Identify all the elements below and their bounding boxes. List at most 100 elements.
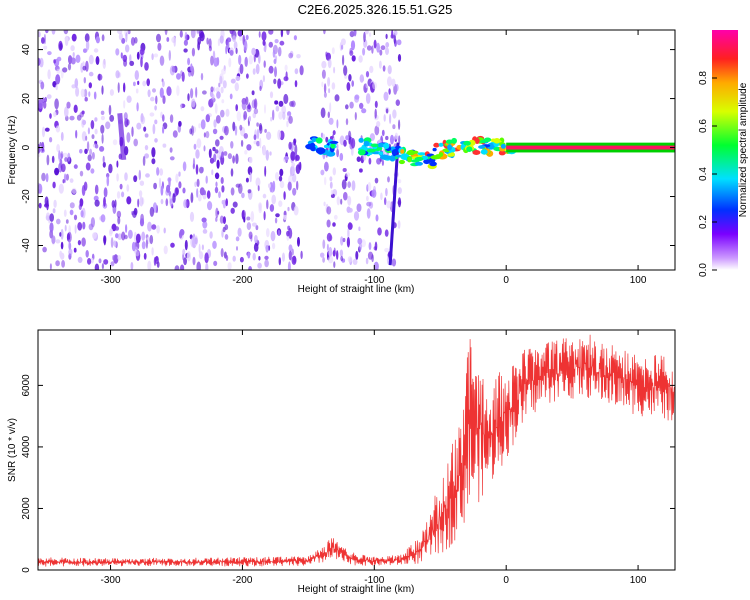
spectrogram-noise-cell <box>40 81 45 90</box>
spectrogram-noise-cell <box>166 37 170 42</box>
spectrogram-noise-cell <box>288 141 292 150</box>
spectrogram-noise-cell <box>224 125 229 136</box>
spectrogram-noise-cell <box>239 124 243 131</box>
spectrogram-noise-cell <box>386 200 392 209</box>
spectrogram-noise-cell <box>38 152 41 158</box>
spectrogram-noise-cell <box>374 241 378 251</box>
spectrogram-noise-cell <box>297 236 300 247</box>
spectrogram-noise-cell <box>180 264 185 270</box>
spectrogram-noise-cell <box>208 38 212 49</box>
spectrogram-noise-cell <box>213 86 216 93</box>
spectrogram-noise-cell <box>82 221 86 230</box>
spectrogram-noise-cell <box>209 231 213 239</box>
spectrogram-noise-cell <box>126 119 130 126</box>
spectrogram-noise-cell <box>52 208 56 214</box>
spectrogram-noise-cell <box>216 159 220 169</box>
spectrogram-noise-cell <box>147 221 152 232</box>
spectrogram-noise-cell <box>42 246 47 253</box>
spectrogram-noise-cell <box>279 40 285 46</box>
spectrogram-noise-cell <box>90 168 95 174</box>
spectrogram-noise-cell <box>166 86 172 97</box>
spectrogram-signal-cell <box>358 137 364 143</box>
spectrogram-noise-cell <box>327 58 332 69</box>
spectrogram-noise-cell <box>358 55 363 63</box>
spectrogram-noise-cell <box>287 261 291 270</box>
spectrogram-noise-cell <box>45 30 49 34</box>
spectrogram-noise-cell <box>205 262 209 270</box>
spectrogram-noise-cell <box>367 182 372 192</box>
spectrogram-noise-cell <box>263 60 266 68</box>
spectrogram-noise-cell <box>67 63 72 71</box>
snr-y-tick-label: 2000 <box>21 497 32 520</box>
spectrogram-noise-cell <box>251 222 257 227</box>
spectrogram-noise-cell <box>213 57 219 67</box>
spectrogram-noise-cell <box>38 57 41 66</box>
spectrogram-noise-cell <box>332 167 336 176</box>
spectrogram-noise-cell <box>385 187 388 197</box>
spectrogram-noise-cell <box>397 179 402 184</box>
spectrogram-noise-cell <box>300 250 303 260</box>
spectrogram-noise-cell <box>230 78 236 84</box>
spectrogram-noise-cell <box>84 97 88 102</box>
spectrogram-noise-cell <box>83 48 87 53</box>
spectrogram-noise-cell <box>88 223 94 231</box>
spectrogram-noise-cell <box>219 135 224 140</box>
spectrogram-noise-cell <box>201 244 204 251</box>
spectrogram-noise-cell <box>328 88 331 94</box>
spectrogram-noise-cell <box>320 169 325 176</box>
spectrogram-noise-cell <box>84 33 90 43</box>
spectrogram-noise-cell <box>232 155 236 164</box>
spectrogram-noise-cell <box>286 120 289 128</box>
spectrogram-noise-cell <box>384 247 390 253</box>
spectrogram-noise-cell <box>342 54 345 66</box>
spectrogram-noise-cell <box>397 220 401 229</box>
spectrogram-noise-cell <box>115 48 120 56</box>
spectrogram-noise-cell <box>221 185 225 193</box>
spectrogram-noise-cell <box>64 106 69 118</box>
spectrogram-noise-cell <box>258 205 263 214</box>
spectrogram-noise-cell <box>278 111 283 120</box>
spectrogram-noise-cell <box>321 81 324 88</box>
spectrogram-noise-cell <box>373 261 379 270</box>
spectrogram-noise-cell <box>206 37 209 45</box>
spectrogram-noise-cell <box>218 82 221 88</box>
colorbar-tick-label: 0.8 <box>698 71 709 85</box>
spectrogram-noise-cell <box>244 150 248 155</box>
spectrogram-noise-cell <box>243 110 248 120</box>
spectrogram-x-tick-label: -300 <box>101 275 121 286</box>
spectrogram-noise-cell <box>340 236 344 246</box>
spectrogram-noise-cell <box>248 266 252 270</box>
spectrogram-noise-cell <box>141 241 146 250</box>
spectrogram-noise-cell <box>212 240 217 249</box>
spectrogram-noise-cell <box>83 181 88 191</box>
spectrogram-noise-cell <box>116 160 119 168</box>
spectrogram-noise-cell <box>334 94 340 102</box>
spectrogram-noise-cell <box>212 146 216 152</box>
spectrogram-noise-cell <box>321 133 326 140</box>
spectrogram-noise-cell <box>256 122 259 127</box>
spectrogram-noise-cell <box>322 239 326 249</box>
spectrogram-y-tick-label: 0 <box>21 144 32 150</box>
spectrogram-noise-cell <box>219 215 224 224</box>
spectrogram-noise-cell <box>45 173 49 183</box>
spectrogram-noise-cell <box>197 194 202 202</box>
spectrogram-noise-cell <box>160 198 164 205</box>
spectrogram-noise-cell <box>139 196 144 207</box>
spectrogram-noise-cell <box>381 129 385 137</box>
spectrogram-noise-cell <box>257 185 260 192</box>
spectrogram-signal-cell <box>363 140 370 147</box>
spectrogram-noise-cell <box>123 112 128 121</box>
spectrogram-noise-cell <box>269 204 275 212</box>
spectrogram-noise-cell <box>273 58 277 65</box>
spectrogram-noise-cell <box>115 233 119 239</box>
spectrogram-noise-cell <box>127 229 133 239</box>
spectrogram-noise-cell <box>222 80 227 89</box>
spectrogram-noise-cell <box>117 216 121 225</box>
spectrogram-noise-cell <box>63 30 69 35</box>
spectrogram-noise-cell <box>235 75 241 82</box>
spectrogram-signal-cell <box>411 150 419 154</box>
spectrogram-noise-cell <box>169 198 174 207</box>
spectrogram-noise-cell <box>169 147 173 153</box>
spectrogram-noise-cell <box>43 101 47 109</box>
spectrogram-noise-cell <box>79 170 84 177</box>
